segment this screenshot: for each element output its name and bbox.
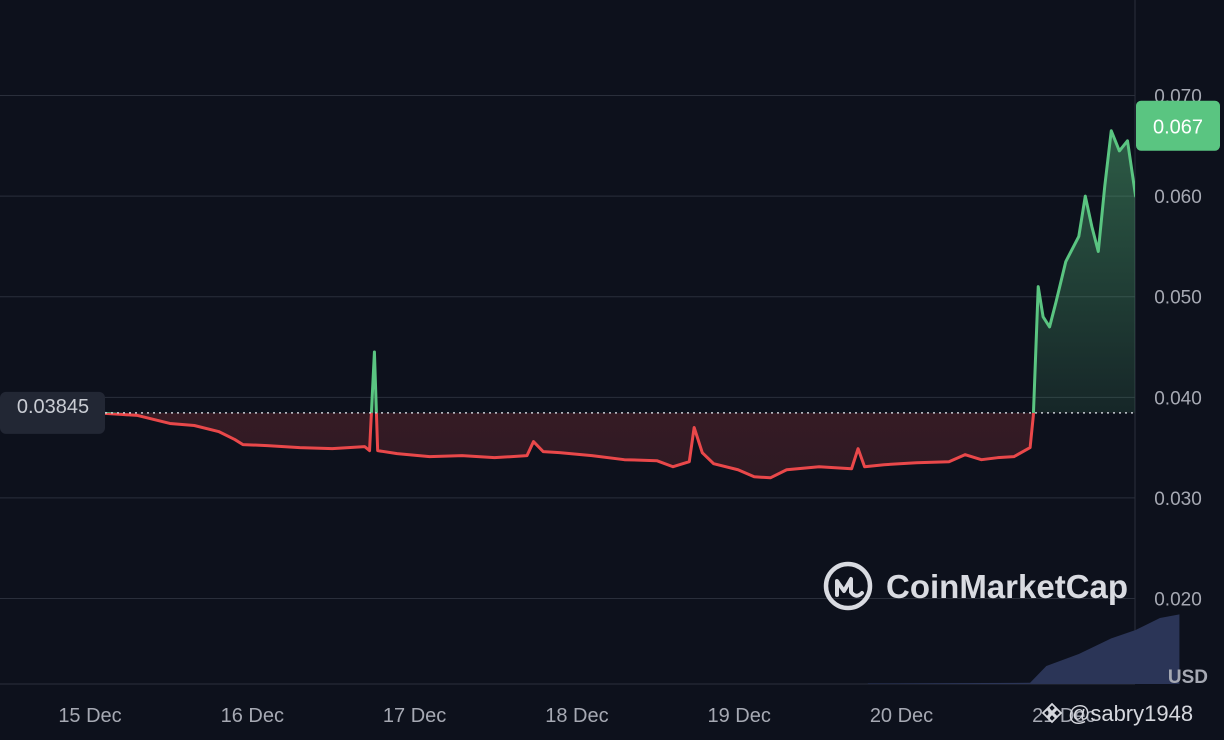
binance-icon [1041,702,1063,724]
x-axis: 15 Dec 16 Dec 17 Dec 18 Dec 19 Dec 20 Dec 21 D… [58,705,1095,727]
volume-shape [867,614,1180,684]
brand-watermark: CoinMarketCap [823,561,1128,611]
credit-watermark: @sabry1948 [1041,701,1193,726]
price-area [105,130,1135,478]
price-line-down [104,412,1035,480]
y-tick-label: 0.040 [1154,388,1202,409]
price-line-up [105,129,1135,413]
price-line [104,129,1135,480]
credit-handle: @sabry1948 [1068,701,1193,726]
baseline-price-badge: 0.03845 [0,391,105,434]
y-tick-label: 0.020 [1154,590,1202,611]
y-tick-label: 0.060 [1154,187,1202,208]
current-price-label: 0.067 [1153,117,1203,139]
current-price-badge: 0.067 [1136,100,1220,151]
grid-lines [0,0,1136,685]
x-tick-label: 18 Dec [545,705,608,727]
area-above-baseline [371,130,1135,413]
x-tick-label: 20 Dec [870,705,933,727]
brand-name: CoinMarketCap [886,568,1128,605]
y-tick-label: 0.030 [1154,489,1202,510]
x-tick-label: 17 Dec [383,705,446,727]
x-tick-label: 19 Dec [708,705,771,727]
baseline-price-label: 0.03845 [17,396,89,418]
volume-area [867,614,1180,684]
x-tick-label: 16 Dec [221,705,284,727]
y-tick-label: 0.050 [1154,288,1202,309]
coinmarketcap-logo-icon [823,561,873,611]
currency-unit-label: USD [1168,667,1208,688]
area-below-baseline [105,412,1135,478]
x-tick-label: 15 Dec [58,705,121,727]
